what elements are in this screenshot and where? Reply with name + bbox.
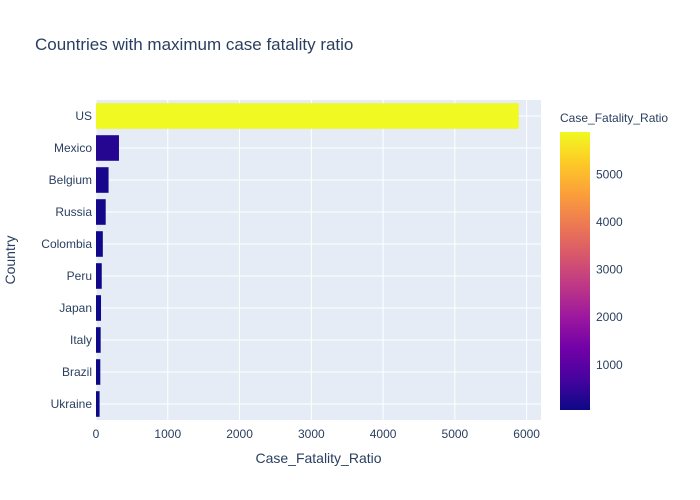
y-tick-label: Mexico xyxy=(54,141,92,155)
y-tick-labels: US Mexico Belgium Russia Colombia Peru Japan It… xyxy=(41,109,92,411)
bar-colombia xyxy=(96,231,103,257)
y-tick-label: Colombia xyxy=(41,237,92,251)
colorbar-tick-label: 4000 xyxy=(596,215,623,229)
colorbar xyxy=(560,132,590,410)
x-tick-label: 2000 xyxy=(226,427,253,441)
y-tick-label: Brazil xyxy=(62,365,92,379)
bar-japan xyxy=(96,295,102,321)
y-tick-label: Japan xyxy=(59,301,92,315)
colorbar-tick-label: 2000 xyxy=(596,310,623,324)
bar-peru xyxy=(96,263,102,289)
colorbar-tick-label: 3000 xyxy=(596,263,623,277)
x-tick-label: 4000 xyxy=(370,427,397,441)
bar-mexico xyxy=(96,135,119,161)
y-tick-label: Russia xyxy=(55,205,92,219)
colorbar-tick-label: 5000 xyxy=(596,167,623,181)
x-tick-label: 3000 xyxy=(298,427,325,441)
x-axis-title: Case_Fatality_Ratio xyxy=(255,450,381,466)
bars xyxy=(96,103,519,417)
x-tick-label: 0 xyxy=(93,427,100,441)
x-tick-label: 5000 xyxy=(442,427,469,441)
colorbar-tick-labels: 1000 2000 3000 4000 5000 xyxy=(596,167,623,371)
colorbar-tick-label: 1000 xyxy=(596,358,623,372)
y-tick-label: Italy xyxy=(70,333,92,347)
plot-area xyxy=(96,100,541,420)
colorbar-title: Case_Fatality_Ratio xyxy=(560,111,668,125)
bar-belgium xyxy=(96,167,109,193)
y-tick-label: Peru xyxy=(67,269,92,283)
bar-us xyxy=(96,103,519,129)
x-tick-labels: 0 1000 2000 3000 4000 5000 6000 xyxy=(93,427,541,441)
bar-ukraine xyxy=(96,391,100,417)
x-tick-label: 1000 xyxy=(154,427,181,441)
bar-italy xyxy=(96,327,101,353)
x-tick-label: 6000 xyxy=(513,427,540,441)
y-axis-title: Country xyxy=(2,235,18,284)
y-tick-label: Ukraine xyxy=(51,397,93,411)
y-tick-label: US xyxy=(75,109,92,123)
bar-russia xyxy=(96,199,106,225)
bar-brazil xyxy=(96,359,101,385)
chart-title: Countries with maximum case fatality rat… xyxy=(35,35,353,54)
y-tick-label: Belgium xyxy=(49,173,92,187)
